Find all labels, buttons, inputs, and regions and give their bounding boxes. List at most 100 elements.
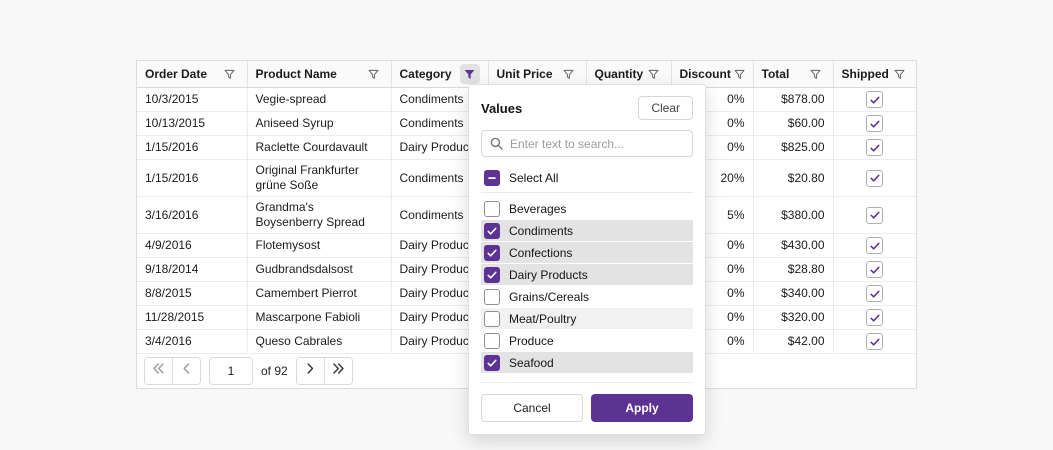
total-cell: $825.00 bbox=[753, 135, 834, 160]
total-cell: $20.80 bbox=[753, 159, 834, 197]
shipped-cell bbox=[833, 329, 916, 354]
column-header-shipped: Shipped bbox=[833, 61, 916, 88]
select-all-item[interactable]: Select All bbox=[481, 167, 693, 188]
column-title: Discount bbox=[679, 66, 731, 81]
shipped-cell bbox=[833, 281, 916, 306]
column-header-order-date: Order Date bbox=[137, 61, 248, 88]
unchecked-checkbox-icon[interactable] bbox=[484, 200, 500, 217]
shipped-checkbox-checked[interactable] bbox=[866, 91, 884, 108]
double-chevron-left-icon bbox=[151, 361, 166, 381]
product-name-cell: Flotemysost bbox=[247, 233, 392, 258]
grid-header-row: Order Date Product Name Category Unit Pr… bbox=[137, 61, 916, 88]
order-date-cell: 10/3/2015 bbox=[137, 87, 248, 112]
column-title: Order Date bbox=[145, 66, 208, 81]
pager-nav-group-left bbox=[144, 357, 201, 385]
page-number-input[interactable] bbox=[209, 357, 253, 385]
shipped-checkbox-checked[interactable] bbox=[866, 261, 884, 278]
product-name-cell: Original Frankfurter grüne Soße bbox=[247, 159, 392, 197]
shipped-checkbox-checked[interactable] bbox=[866, 206, 884, 224]
column-title: Quantity bbox=[594, 66, 644, 81]
order-date-cell: 4/9/2016 bbox=[137, 233, 248, 258]
first-page-button[interactable] bbox=[145, 358, 172, 384]
filter-icon[interactable] bbox=[807, 65, 825, 83]
product-name-cell: Mascarpone Fabioli bbox=[247, 305, 392, 330]
filter-icon[interactable] bbox=[731, 65, 749, 83]
filter-value-item[interactable]: Dairy Products bbox=[481, 264, 693, 285]
chevron-left-icon bbox=[179, 361, 194, 381]
product-name-cell: Vegie-spread bbox=[247, 87, 392, 112]
search-icon bbox=[489, 136, 504, 156]
double-chevron-right-icon bbox=[331, 361, 346, 381]
clear-filter-button[interactable]: Clear bbox=[638, 96, 693, 120]
product-name-cell: Queso Cabrales bbox=[247, 329, 392, 354]
select-all-label: Select All bbox=[509, 170, 559, 185]
shipped-checkbox-checked[interactable] bbox=[866, 169, 884, 187]
unchecked-checkbox-icon[interactable] bbox=[484, 288, 500, 305]
product-name-cell: Gudbrandsdalsost bbox=[247, 257, 392, 282]
total-cell: $42.00 bbox=[753, 329, 834, 354]
filter-value-item[interactable]: Beverages bbox=[481, 198, 693, 219]
column-title: Category bbox=[399, 66, 452, 81]
last-page-button[interactable] bbox=[323, 358, 352, 384]
checked-checkbox-icon[interactable] bbox=[484, 354, 500, 371]
apply-button[interactable]: Apply bbox=[591, 394, 693, 422]
shipped-cell bbox=[833, 87, 916, 112]
order-date-cell: 1/15/2016 bbox=[137, 135, 248, 160]
product-name-cell: Aniseed Syrup bbox=[247, 111, 392, 136]
column-header-discount: Discount bbox=[671, 61, 754, 88]
filter-icon-active[interactable] bbox=[459, 64, 480, 84]
column-header-unit-price: Unit Price bbox=[488, 61, 587, 88]
column-header-total: Total bbox=[753, 61, 834, 88]
shipped-cell bbox=[833, 305, 916, 330]
filter-value-item[interactable]: Grains/Cereals bbox=[481, 286, 693, 307]
indeterminate-checkbox-icon[interactable] bbox=[484, 169, 500, 186]
checked-checkbox-icon[interactable] bbox=[484, 222, 500, 239]
product-name-cell: Camembert Pierrot bbox=[247, 281, 392, 306]
cancel-button[interactable]: Cancel bbox=[481, 394, 583, 422]
filter-value-item[interactable]: Condiments bbox=[481, 220, 693, 241]
order-date-cell: 10/13/2015 bbox=[137, 111, 248, 136]
product-name-cell: Grandma's Boysenberry Spread bbox=[247, 196, 392, 234]
product-name-cell: Raclette Courdavault bbox=[247, 135, 392, 160]
chevron-right-icon bbox=[303, 361, 318, 381]
filter-value-item[interactable]: Seafood bbox=[481, 352, 693, 373]
checked-checkbox-icon[interactable] bbox=[484, 266, 500, 283]
unchecked-checkbox-icon[interactable] bbox=[484, 310, 500, 327]
unchecked-checkbox-icon[interactable] bbox=[484, 332, 500, 349]
shipped-checkbox-checked[interactable] bbox=[866, 237, 884, 254]
order-date-cell: 1/15/2016 bbox=[137, 159, 248, 197]
filter-icon[interactable] bbox=[560, 65, 578, 83]
total-cell: $320.00 bbox=[753, 305, 834, 330]
total-cell: $380.00 bbox=[753, 196, 834, 234]
filter-value-label: Beverages bbox=[509, 201, 567, 216]
filter-icon[interactable] bbox=[221, 65, 239, 83]
shipped-cell bbox=[833, 135, 916, 160]
filter-popup-title: Values bbox=[481, 100, 523, 116]
shipped-checkbox-checked[interactable] bbox=[866, 115, 884, 132]
filter-search bbox=[481, 130, 693, 157]
filter-search-input[interactable] bbox=[481, 130, 693, 157]
page-count-label: of 92 bbox=[261, 364, 288, 378]
total-cell: $878.00 bbox=[753, 87, 834, 112]
filter-popup-footer: Cancel Apply bbox=[481, 382, 693, 422]
shipped-checkbox-checked[interactable] bbox=[866, 333, 884, 350]
filter-value-item[interactable]: Confections bbox=[481, 242, 693, 263]
filter-icon[interactable] bbox=[890, 65, 908, 83]
checked-checkbox-icon[interactable] bbox=[484, 244, 500, 261]
next-page-button[interactable] bbox=[296, 358, 324, 384]
filter-icon[interactable] bbox=[365, 65, 383, 83]
filter-value-label: Grains/Cereals bbox=[509, 289, 590, 304]
shipped-checkbox-checked[interactable] bbox=[866, 285, 884, 302]
filter-value-list: Select All Beverages Condiments Confecti… bbox=[481, 167, 693, 373]
shipped-cell bbox=[833, 257, 916, 282]
filter-value-item[interactable]: Produce bbox=[481, 330, 693, 351]
shipped-checkbox-checked[interactable] bbox=[866, 309, 884, 326]
order-date-cell: 9/18/2014 bbox=[137, 257, 248, 282]
filter-value-item[interactable]: Meat/Poultry bbox=[481, 308, 693, 329]
shipped-checkbox-checked[interactable] bbox=[866, 139, 884, 156]
previous-page-button[interactable] bbox=[172, 358, 200, 384]
filter-icon[interactable] bbox=[645, 65, 663, 83]
filter-value-label: Seafood bbox=[509, 355, 554, 370]
filter-popup-header: Values Clear bbox=[481, 95, 693, 121]
total-cell: $60.00 bbox=[753, 111, 834, 136]
